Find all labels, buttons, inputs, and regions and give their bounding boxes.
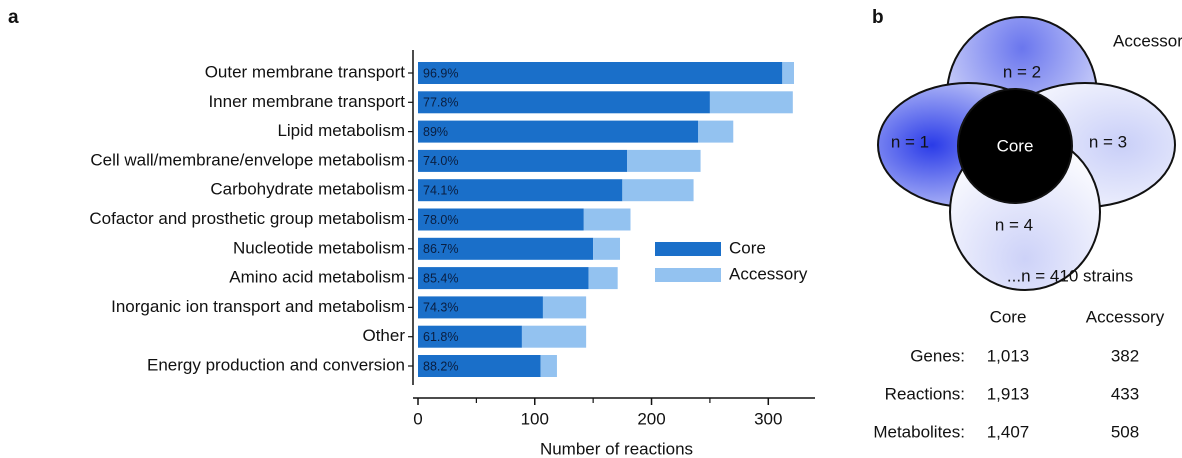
y-tick-label: Cell wall/membrane/envelope metabolism [90, 150, 405, 169]
table-row-label: Metabolites: [873, 422, 965, 441]
bar-segment [622, 179, 694, 202]
bar-segment [418, 296, 543, 319]
bar-label: 74.1% [423, 183, 458, 197]
bar-label: 78.0% [423, 213, 458, 227]
bar-label: 96.9% [423, 66, 458, 80]
venn-core [957, 88, 1073, 204]
bar-segment [418, 237, 594, 260]
bar-segment [588, 267, 618, 290]
x-tick-label: 0 [413, 409, 422, 428]
x-tick-label: 100 [521, 409, 549, 428]
legend-label: Accessory [729, 264, 808, 283]
bar-segment [418, 355, 541, 377]
panel-label: a [8, 7, 19, 28]
table-cell: 1,013 [987, 346, 1030, 365]
y-tick-label: Nucleotide metabolism [233, 238, 405, 257]
panel-label: b [872, 7, 884, 28]
bar-segment [418, 149, 628, 172]
bar-label: 74.3% [423, 301, 458, 315]
y-tick-label: Energy production and conversion [147, 355, 405, 374]
y-tick-label: Lipid metabolism [277, 121, 405, 140]
venn-label: n = 4 [995, 215, 1033, 234]
bar-segment [540, 355, 557, 377]
bar-label: 85.4% [423, 271, 458, 285]
venn-title: Accessory [1113, 31, 1182, 50]
table-header: Accessory [1086, 307, 1165, 326]
bar-segment [583, 208, 631, 231]
bar-segment [542, 296, 587, 319]
table-cell: 433 [1111, 384, 1139, 403]
y-tick-label: Other [362, 326, 405, 345]
table-row-label: Genes: [910, 346, 965, 365]
venn-label: n = 1 [891, 132, 929, 151]
bar-segment [418, 267, 589, 290]
bar-segment [418, 120, 699, 143]
venn-note: ...n = 410 strains [1007, 266, 1133, 285]
bar-segment [698, 120, 734, 143]
bar-label: 77.8% [423, 96, 458, 110]
bar-segment [418, 62, 783, 84]
bar-segment [418, 208, 584, 231]
bar-segment [521, 325, 587, 348]
bar-label: 74.0% [423, 154, 458, 168]
x-tick-label: 300 [754, 409, 782, 428]
bar-label: 89% [423, 125, 448, 139]
venn-diagram [877, 16, 1176, 291]
legend-swatch [655, 242, 721, 256]
table-header: Core [990, 307, 1027, 326]
bar-segment [593, 237, 621, 260]
bar-label: 61.8% [423, 330, 458, 344]
bar-segment [627, 149, 701, 172]
venn-core-label: Core [997, 136, 1034, 155]
x-axis-label: Number of reactions [540, 439, 693, 458]
table-cell: 382 [1111, 346, 1139, 365]
bar-segment [418, 325, 522, 348]
table-cell: 508 [1111, 422, 1139, 441]
table-row-label: Reactions: [885, 384, 965, 403]
legend-label: Core [729, 238, 766, 257]
venn-label: n = 2 [1003, 62, 1041, 81]
y-tick-label: Amino acid metabolism [229, 268, 405, 287]
venn-label: n = 3 [1089, 132, 1127, 151]
bar-segment [418, 179, 623, 202]
bar-segment [709, 91, 793, 114]
bar-label: 86.7% [423, 242, 458, 256]
y-tick-label: Inorganic ion transport and metabolism [111, 297, 405, 316]
table-cell: 1,407 [987, 422, 1030, 441]
y-tick-label: Inner membrane transport [208, 92, 405, 111]
table-cell: 1,913 [987, 384, 1030, 403]
x-tick-label: 200 [637, 409, 665, 428]
legend-swatch [655, 268, 721, 282]
bar-segment [418, 91, 710, 114]
y-tick-label: Carbohydrate metabolism [210, 180, 405, 199]
bar-segment [782, 62, 794, 84]
y-tick-label: Cofactor and prosthetic group metabolism [89, 209, 405, 228]
y-tick-label: Outer membrane transport [205, 62, 406, 81]
bar-label: 88.2% [423, 359, 458, 373]
